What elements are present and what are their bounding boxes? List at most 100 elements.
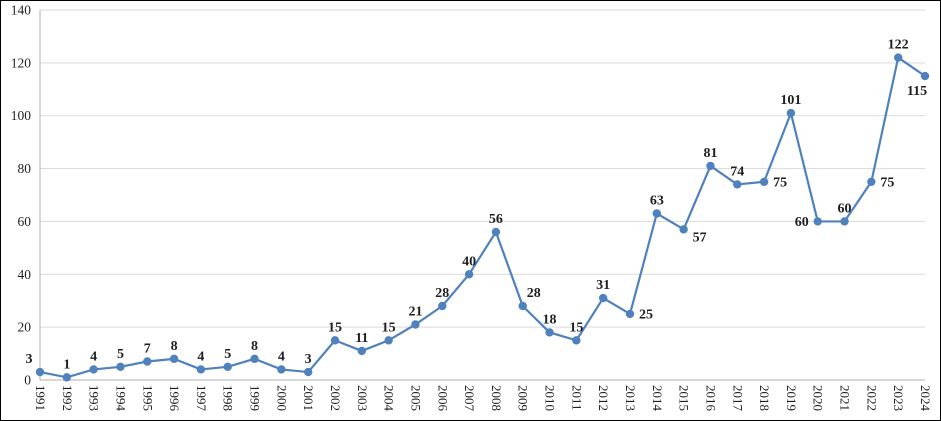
data-label-2006: 28 (435, 286, 449, 301)
data-point-marker-2010 (545, 328, 554, 337)
data-point-marker-2020 (813, 217, 822, 226)
data-label-1993: 4 (90, 349, 97, 364)
data-label-2000: 4 (278, 349, 285, 364)
data-label-2016: 81 (703, 146, 717, 161)
data-label-2022: 75 (880, 175, 894, 190)
data-label-2013: 25 (639, 307, 653, 322)
data-point-marker-2024 (920, 71, 930, 81)
data-label-2019: 101 (780, 93, 801, 108)
data-point-marker-2005 (411, 320, 420, 329)
data-label-2014: 63 (650, 194, 664, 209)
data-label-2024: 115 (907, 84, 927, 99)
data-label-2011: 15 (569, 320, 583, 335)
data-label-2008: 56 (489, 212, 503, 227)
series-line (38, 56, 927, 379)
y-tick-label-40: 40 (18, 267, 32, 282)
data-label-1994: 5 (117, 347, 124, 362)
data-point-marker-2001 (303, 367, 313, 377)
data-point-marker-2007 (464, 270, 474, 279)
x-tick-label-2022: 2022 (864, 385, 879, 411)
data-label-2002: 15 (328, 320, 342, 335)
data-label-1997: 4 (197, 349, 204, 364)
x-tick-label-1992: 1992 (60, 385, 75, 411)
x-tick-label-1999: 1999 (248, 385, 263, 411)
x-tick-label-2013: 2013 (623, 385, 638, 411)
x-tick-label-2004: 2004 (382, 385, 397, 412)
y-tick-label-60: 60 (18, 214, 32, 229)
data-point-marker-2003 (357, 346, 367, 356)
data-point-marker-2008 (491, 227, 501, 237)
y-tick-label-140: 140 (11, 3, 32, 18)
data-label-2017: 74 (730, 164, 744, 179)
data-point-marker-2014 (652, 209, 662, 218)
data-label-2003: 11 (355, 331, 368, 346)
data-label-1992: 1 (63, 357, 70, 372)
data-point-marker-2021 (840, 217, 849, 226)
x-tick-label-1998: 1998 (221, 385, 236, 411)
x-tick-label-2021: 2021 (838, 385, 853, 411)
x-tick-label-1997: 1997 (194, 385, 209, 412)
x-tick-label-2020: 2020 (811, 385, 826, 411)
data-point-marker-2022 (867, 177, 876, 186)
data-point-marker-2000 (277, 365, 286, 374)
y-tick-label-80: 80 (18, 161, 32, 176)
data-label-2004: 15 (382, 320, 396, 335)
x-tick-label-2005: 2005 (408, 385, 423, 411)
y-tick-label-100: 100 (11, 108, 32, 123)
x-tick-label-2010: 2010 (543, 385, 558, 411)
data-label-2007: 40 (462, 254, 476, 269)
data-point-marker-2009 (518, 301, 527, 311)
x-tick-label-2014: 2014 (650, 385, 665, 412)
x-tick-label-2018: 2018 (757, 385, 772, 411)
x-tick-label-1995: 1995 (140, 385, 155, 411)
data-point-marker-2016 (706, 161, 715, 171)
x-tick-label-1993: 1993 (87, 385, 102, 411)
data-label-1991: 3 (26, 352, 33, 367)
data-label-1999: 8 (251, 339, 258, 354)
data-label-2010: 18 (543, 312, 557, 327)
data-point-marker-2004 (384, 336, 393, 345)
data-point-marker-2006 (438, 301, 447, 311)
x-tick-label-2012: 2012 (596, 385, 611, 411)
data-label-2018: 75 (773, 175, 787, 190)
data-point-marker-1999 (250, 354, 259, 364)
data-point-marker-1997 (196, 365, 206, 374)
x-tick-label-2002: 2002 (328, 385, 343, 411)
x-tick-label-2003: 2003 (355, 385, 370, 411)
data-label-2001: 3 (305, 352, 312, 367)
data-point-marker-2015 (679, 225, 688, 234)
data-point-marker-1998 (223, 362, 232, 371)
data-point-marker-2017 (733, 180, 742, 189)
x-tick-label-2016: 2016 (703, 385, 718, 412)
data-point-marker-2023 (893, 53, 903, 62)
x-tick-label-2011: 2011 (569, 385, 584, 411)
data-point-marker-1991 (35, 367, 45, 377)
data-point-marker-1996 (169, 354, 179, 364)
x-tick-label-2017: 2017 (730, 385, 745, 412)
x-tick-label-1994: 1994 (113, 385, 128, 412)
data-point-marker-2013 (625, 309, 635, 319)
x-tick-label-2000: 2000 (274, 385, 289, 411)
x-tick-label-2008: 2008 (489, 385, 504, 411)
data-label-2020: 60 (795, 215, 809, 230)
data-label-2021: 60 (838, 201, 852, 216)
data-point-marker-2002 (330, 336, 340, 345)
x-tick-label-1996: 1996 (167, 385, 182, 412)
data-label-2009: 28 (527, 286, 541, 301)
data-point-marker-1994 (116, 362, 125, 371)
data-label-1995: 7 (144, 342, 151, 357)
y-tick-label-0: 0 (24, 373, 31, 388)
y-tick-label-20: 20 (18, 320, 32, 335)
data-label-2015: 57 (693, 230, 707, 245)
data-label-2005: 21 (408, 305, 422, 320)
data-point-marker-1992 (62, 373, 72, 382)
data-point-marker-2012 (598, 293, 608, 303)
x-tick-label-1991: 1991 (33, 385, 48, 411)
data-point-marker-2011 (572, 336, 581, 345)
y-tick-label-120: 120 (11, 55, 32, 70)
x-tick-label-2024: 2024 (918, 385, 933, 412)
x-tick-label-2007: 2007 (462, 385, 477, 412)
data-label-1996: 8 (171, 339, 178, 354)
